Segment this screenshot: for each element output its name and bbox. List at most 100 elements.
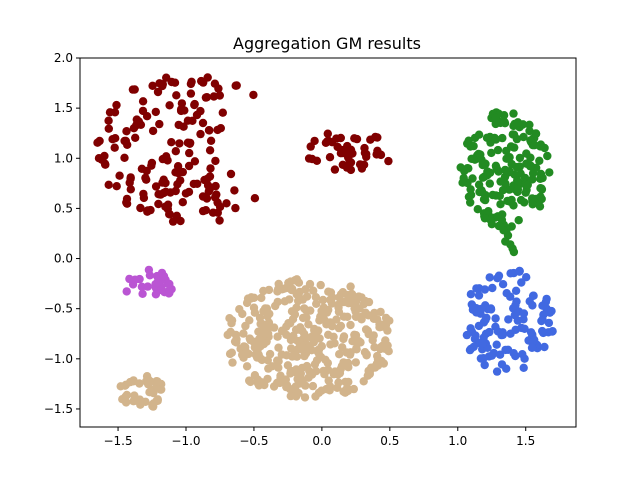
data-point xyxy=(143,207,152,216)
data-point xyxy=(227,348,236,357)
data-point xyxy=(485,179,494,188)
data-point xyxy=(139,189,148,199)
data-point xyxy=(377,343,386,352)
data-point xyxy=(525,120,534,129)
data-point xyxy=(190,157,200,166)
data-point xyxy=(322,308,332,317)
data-point xyxy=(312,356,322,365)
data-point xyxy=(493,145,503,155)
data-point xyxy=(476,354,486,363)
x-tick-label: 1.5 xyxy=(516,434,535,448)
data-point xyxy=(306,142,315,151)
data-point xyxy=(228,358,237,367)
data-point xyxy=(474,130,484,139)
data-point xyxy=(112,100,121,110)
data-point xyxy=(466,185,475,194)
data-point xyxy=(330,339,339,348)
data-point xyxy=(373,315,382,324)
data-point xyxy=(323,129,332,138)
data-point xyxy=(215,91,224,100)
data-point xyxy=(323,365,333,375)
data-point xyxy=(180,106,189,115)
data-point xyxy=(459,173,468,183)
data-point xyxy=(509,349,518,358)
data-point xyxy=(493,274,502,283)
data-point xyxy=(307,370,317,379)
data-point xyxy=(465,345,475,355)
data-point xyxy=(505,153,514,162)
data-point xyxy=(153,377,162,386)
data-point xyxy=(121,392,130,402)
data-point xyxy=(474,291,484,300)
data-point xyxy=(499,226,508,235)
data-point xyxy=(462,330,472,340)
data-point xyxy=(264,364,273,373)
data-point xyxy=(545,168,554,177)
data-point xyxy=(496,200,505,209)
data-point xyxy=(486,304,496,313)
data-point xyxy=(110,108,120,117)
data-point xyxy=(269,382,279,391)
data-point xyxy=(538,326,547,336)
data-point xyxy=(488,283,497,293)
data-point xyxy=(513,118,523,127)
data-point xyxy=(159,175,168,184)
data-point xyxy=(172,91,181,100)
data-point xyxy=(519,309,529,318)
data-point xyxy=(115,171,124,180)
data-point xyxy=(153,87,163,97)
data-point xyxy=(333,142,342,152)
data-point xyxy=(357,164,367,173)
data-point xyxy=(351,307,360,316)
data-point xyxy=(516,195,526,205)
data-point xyxy=(485,168,495,177)
data-point xyxy=(492,367,502,376)
data-point xyxy=(185,148,194,158)
data-point xyxy=(148,401,157,411)
data-point xyxy=(334,323,344,333)
data-point xyxy=(487,148,496,158)
data-point xyxy=(471,331,480,340)
data-point xyxy=(199,78,208,87)
data-point xyxy=(263,329,273,338)
y-tick-label: 1.0 xyxy=(54,151,73,165)
data-point xyxy=(122,127,131,136)
data-point xyxy=(466,324,475,333)
data-point xyxy=(504,315,513,324)
data-point xyxy=(509,201,518,210)
data-point xyxy=(179,122,188,131)
data-point xyxy=(213,198,222,207)
data-point xyxy=(265,349,275,359)
data-point xyxy=(231,330,241,340)
data-point xyxy=(94,154,104,163)
data-point xyxy=(212,190,221,199)
data-point xyxy=(281,375,290,384)
data-point xyxy=(506,292,515,301)
y-tick-label: 2.0 xyxy=(54,51,73,65)
data-point xyxy=(347,289,357,299)
data-point xyxy=(384,156,393,166)
data-point xyxy=(474,321,484,331)
data-point xyxy=(491,191,501,200)
data-point xyxy=(500,119,510,128)
data-point xyxy=(466,290,476,299)
data-point xyxy=(364,329,373,339)
y-tick-label: 1.5 xyxy=(54,101,73,115)
data-point xyxy=(522,273,531,282)
data-point xyxy=(274,363,283,372)
data-point xyxy=(122,287,131,296)
data-point xyxy=(226,169,236,179)
data-point xyxy=(165,101,174,110)
data-point xyxy=(514,216,523,225)
data-point xyxy=(294,296,303,306)
data-point xyxy=(158,154,167,164)
data-point xyxy=(294,278,304,287)
data-point xyxy=(142,175,151,184)
data-point xyxy=(165,279,174,289)
data-point xyxy=(314,326,323,335)
data-point xyxy=(154,190,163,199)
y-axis: −1.5 −1.0 −0.5 0.0 0.5 1.0 1.5 2.0 xyxy=(44,51,80,416)
data-point xyxy=(158,81,167,91)
data-point xyxy=(333,370,343,379)
data-point xyxy=(104,116,113,125)
